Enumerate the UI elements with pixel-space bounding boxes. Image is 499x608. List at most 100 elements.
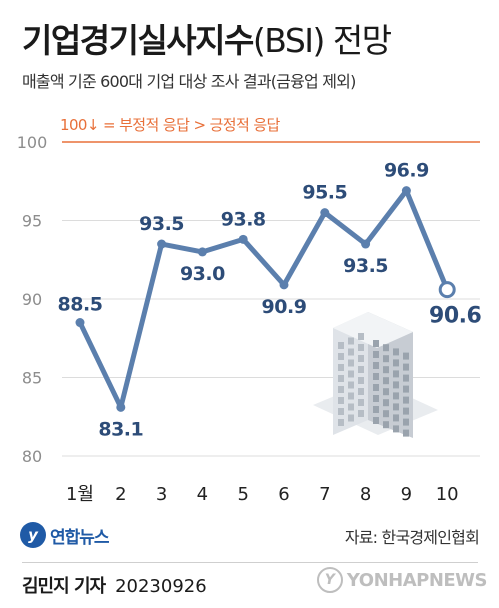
building-window — [373, 395, 379, 402]
building-roof — [333, 312, 413, 348]
building-window — [338, 353, 344, 360]
building-window — [393, 348, 399, 356]
x-tick-label-2: 2 — [115, 484, 126, 505]
source-credit: 자료: 한국경제인협회 — [344, 528, 480, 547]
x-axis-ticks: 1월 2 3 4 5 6 7 8 9 10 — [66, 484, 459, 505]
building-window — [373, 406, 379, 413]
building-window — [338, 342, 344, 349]
building-window — [403, 418, 409, 426]
y-axis-ticks: 80 85 90 95 100 — [17, 133, 48, 466]
building-window — [383, 388, 389, 396]
footer-divider — [22, 562, 478, 563]
building-window — [403, 429, 409, 437]
byline-author: 김민지 기자 — [22, 576, 106, 597]
building-window — [338, 419, 344, 426]
x-tick-label-6: 6 — [278, 484, 289, 505]
building-window — [348, 403, 354, 411]
building-window — [338, 364, 344, 371]
y-tick-label-90: 90 — [22, 290, 42, 309]
data-label-8: 93.5 — [343, 255, 388, 277]
x-tick-label-5: 5 — [237, 484, 248, 505]
data-label-1: 88.5 — [58, 294, 103, 316]
building-window — [383, 377, 389, 385]
data-point-2 — [116, 402, 126, 412]
building-window — [373, 351, 379, 358]
data-label-10: 90.6 — [429, 304, 481, 329]
building-window — [403, 374, 409, 382]
x-tick-label-9: 9 — [401, 484, 412, 505]
building-window — [348, 392, 354, 400]
title-suffix: (BSI) 전망 — [252, 21, 392, 60]
building-window — [373, 417, 379, 424]
building-window — [358, 366, 364, 373]
building-window — [383, 399, 389, 407]
x-tick-label-1: 1월 — [66, 484, 94, 505]
building-window — [348, 348, 354, 356]
building-illustration — [313, 312, 438, 438]
building-window — [358, 388, 364, 395]
building-window — [348, 337, 354, 345]
x-tick-label-4: 4 — [197, 484, 208, 505]
building-window — [358, 399, 364, 406]
data-point-5 — [238, 234, 248, 244]
building-window — [338, 375, 344, 382]
data-point-8 — [361, 239, 371, 249]
title-main: 기업경기실사지수 — [22, 21, 254, 60]
highlight-point-last — [438, 281, 456, 299]
series-markers — [75, 186, 456, 412]
reference-note: 100↓ = 부정적 응답 > 긍정적 응답 — [60, 116, 280, 134]
building-window — [348, 370, 354, 378]
building-window — [338, 397, 344, 404]
building-window — [393, 414, 399, 422]
watermark-text: YONHAPNEWS — [346, 569, 488, 591]
data-point-3 — [157, 239, 167, 249]
x-tick-label-8: 8 — [360, 484, 371, 505]
building-window — [403, 352, 409, 360]
building-window — [403, 363, 409, 371]
y-tick-label-85: 85 — [22, 369, 42, 388]
yonhap-logo-icon: y — [20, 522, 46, 548]
chart-subtitle: 매출액 기준 600대 기업 대상 조사 결과(금융업 제외) — [22, 72, 356, 91]
series-line — [77, 188, 450, 410]
building-window — [393, 403, 399, 411]
building-window — [348, 381, 354, 389]
building-window — [403, 385, 409, 393]
building-window — [348, 359, 354, 367]
bsi-line-chart: 88.5 83.1 93.5 93.0 93.8 90.9 95.5 93.5 96.9 90.6… — [17, 133, 482, 505]
x-tick-label-7: 7 — [319, 484, 330, 505]
y-tick-label-95: 95 — [22, 212, 42, 231]
x-tick-label-3: 3 — [156, 484, 167, 505]
building-window — [358, 333, 364, 340]
building-window — [373, 373, 379, 380]
byline-date: 20230926 — [115, 576, 207, 597]
data-point-6 — [279, 280, 289, 290]
building-window — [373, 340, 379, 347]
building-window — [358, 344, 364, 351]
data-label-6: 90.9 — [262, 296, 307, 318]
data-label-7: 95.5 — [302, 182, 347, 204]
building-window — [393, 425, 399, 433]
building-window — [393, 381, 399, 389]
building-window — [373, 362, 379, 369]
building-window — [383, 355, 389, 363]
data-label-5: 93.8 — [221, 208, 266, 230]
byline: 김민지 기자 20230926 — [22, 572, 207, 598]
building-window — [383, 366, 389, 374]
chart-title: 기업경기실사지수(BSI) 전망 — [22, 14, 392, 62]
data-label-3: 93.5 — [139, 213, 184, 235]
data-label-4: 93.0 — [180, 263, 225, 285]
building-window — [403, 407, 409, 415]
x-tick-label-10: 10 — [436, 484, 459, 505]
data-point-9 — [401, 186, 411, 196]
building-window — [403, 396, 409, 404]
building-window — [383, 421, 389, 429]
y-tick-label-100: 100 — [17, 133, 48, 152]
yonhap-logo-text: 연합뉴스 — [50, 527, 110, 548]
yonhap-watermark: Y YONHAPNEWS — [316, 567, 488, 593]
building-window — [338, 408, 344, 415]
building-window — [393, 370, 399, 378]
building-window — [383, 344, 389, 352]
building-window — [358, 377, 364, 384]
data-point-4 — [197, 247, 207, 257]
series-line-layer — [77, 188, 450, 410]
